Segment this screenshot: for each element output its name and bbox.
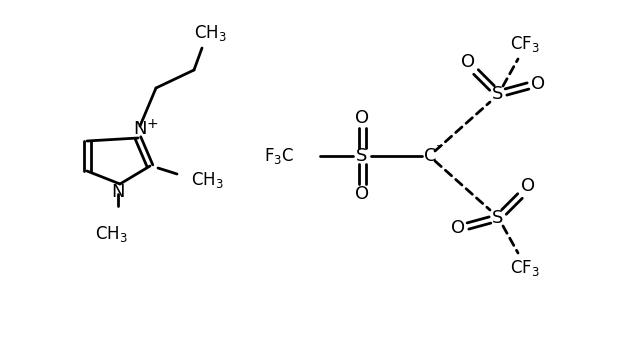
Text: F$_3$C: F$_3$C <box>264 146 294 166</box>
Text: S: S <box>356 147 368 165</box>
Text: O: O <box>355 185 369 203</box>
Text: S: S <box>492 209 504 227</box>
Text: C: C <box>424 147 436 165</box>
Text: CH$_3$: CH$_3$ <box>191 170 223 190</box>
Text: ⁻: ⁻ <box>436 141 444 157</box>
Text: CH$_3$: CH$_3$ <box>194 23 227 43</box>
Text: N: N <box>133 120 147 138</box>
Text: O: O <box>461 53 475 71</box>
Text: S: S <box>492 85 504 103</box>
Text: CH$_3$: CH$_3$ <box>95 224 127 244</box>
Text: +: + <box>146 117 158 131</box>
Text: CF$_3$: CF$_3$ <box>510 34 540 54</box>
Text: CF$_3$: CF$_3$ <box>510 258 540 278</box>
Text: O: O <box>451 219 465 237</box>
Text: O: O <box>521 177 535 195</box>
Text: O: O <box>355 109 369 127</box>
Text: O: O <box>531 75 545 93</box>
Text: N: N <box>111 183 125 201</box>
